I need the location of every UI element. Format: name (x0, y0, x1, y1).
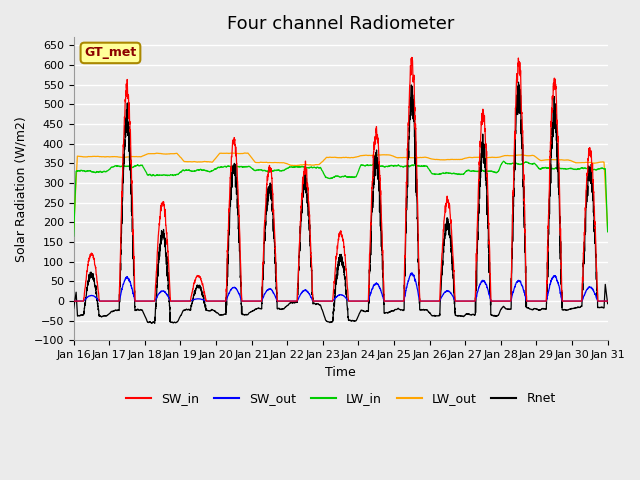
LW_out (70, 226, 77, 231)
LW_out (603, 215, 611, 221)
Line: Rnet: Rnet (74, 82, 607, 324)
SW_out (604, 298, 611, 304)
Text: GT_met: GT_met (84, 47, 136, 60)
Rnet (604, 301, 611, 307)
SW_in (604, 298, 611, 304)
Y-axis label: Solar Radiation (W/m2): Solar Radiation (W/m2) (15, 116, 28, 262)
SW_in (431, 298, 438, 304)
SW_in (603, 298, 611, 304)
LW_in (70, 233, 77, 239)
SW_out (70, 298, 77, 304)
Rnet (166, 306, 173, 312)
SW_in (491, 298, 499, 304)
SW_in (166, 281, 173, 287)
SW_out (603, 298, 611, 304)
LW_out (241, 150, 248, 156)
SW_out (460, 298, 468, 304)
Rnet (70, 306, 77, 312)
LW_in (431, 171, 438, 177)
SW_out (491, 298, 499, 304)
LW_out (460, 156, 468, 161)
X-axis label: Time: Time (325, 366, 356, 379)
LW_out (604, 227, 611, 232)
LW_out (431, 156, 438, 162)
SW_in (70, 298, 77, 304)
LW_in (500, 158, 508, 164)
LW_in (603, 213, 611, 218)
Rnet (460, 313, 468, 319)
SW_out (166, 297, 173, 302)
SW_out (408, 270, 415, 276)
Legend: SW_in, SW_out, LW_in, LW_out, Rnet: SW_in, SW_out, LW_in, LW_out, Rnet (120, 387, 561, 410)
LW_out (321, 156, 328, 162)
LW_out (166, 151, 173, 157)
Line: LW_in: LW_in (74, 161, 607, 236)
LW_in (321, 172, 328, 178)
Rnet (151, 321, 159, 326)
Title: Four channel Radiometer: Four channel Radiometer (227, 15, 454, 33)
LW_out (491, 155, 499, 160)
SW_in (460, 298, 468, 304)
LW_in (604, 229, 611, 235)
SW_in (408, 55, 415, 60)
SW_out (321, 298, 328, 304)
SW_in (321, 298, 328, 304)
Rnet (515, 79, 522, 85)
LW_in (460, 171, 468, 177)
Line: LW_out: LW_out (74, 153, 607, 229)
Rnet (321, 314, 328, 320)
Rnet (491, 313, 499, 319)
Line: SW_out: SW_out (74, 273, 607, 301)
Line: SW_in: SW_in (74, 58, 607, 301)
LW_in (490, 169, 498, 175)
LW_in (166, 173, 173, 179)
Rnet (431, 313, 438, 319)
Rnet (604, 297, 611, 303)
SW_out (431, 298, 438, 304)
